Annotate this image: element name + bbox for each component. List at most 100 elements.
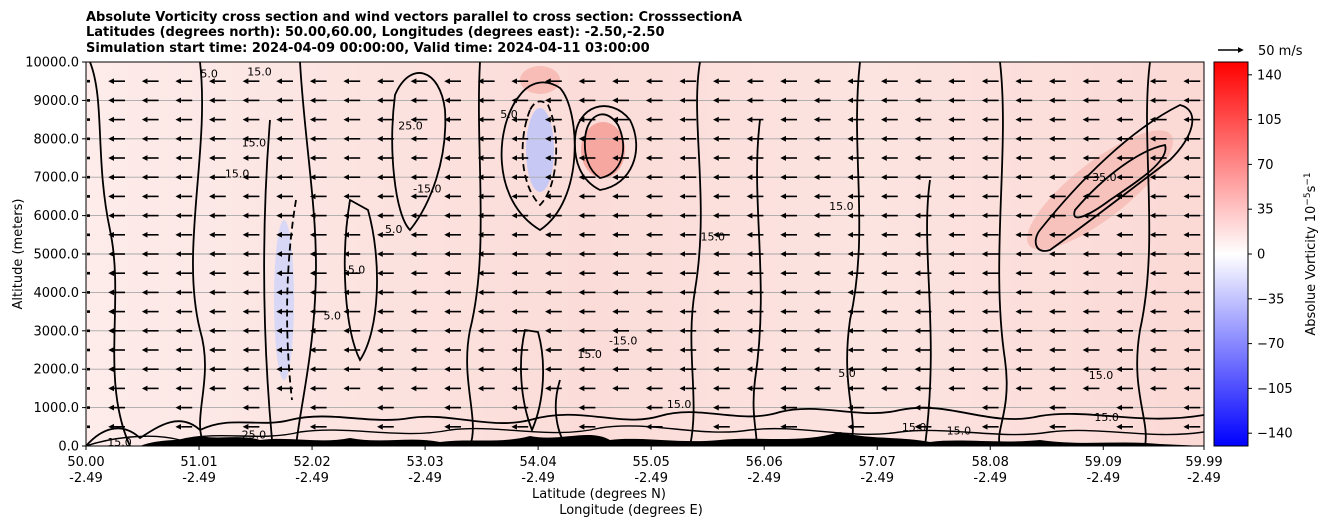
contour-line: [1034, 104, 1194, 252]
x-tick-label-lat: 55.05: [633, 455, 670, 470]
contour-line: [689, 62, 702, 446]
quiver-key: 50 m/s: [1218, 44, 1303, 59]
y-tick-label: 9000.0: [34, 94, 80, 109]
contour-line: [583, 113, 625, 179]
plot-area: 25.0 5.0 15.0 15.0 -15.0 5.0 15.0 15.0 5.0 -15.0 1…: [85, 61, 1205, 450]
contour-label: 25.0: [398, 119, 423, 132]
vorticity-contours: [86, 62, 1204, 446]
contour-line: [263, 119, 273, 441]
colorbar-tick-label: −105: [1257, 382, 1293, 397]
wind-vector-stub: [87, 175, 90, 179]
x-axis-label-longitude: Longitude (degrees E): [559, 503, 703, 518]
contour-label: 15.0: [829, 200, 854, 213]
quiver-key-label: 50 m/s: [1258, 44, 1303, 59]
x-axis-ticks: 50.00-2.4951.01-2.4952.02-2.4953.03-2.49…: [67, 446, 1223, 486]
y-tick-label: 4000.0: [34, 286, 80, 301]
negative-contour-line: [286, 199, 297, 401]
colorbar-label-unit-exponent: −1: [1303, 172, 1313, 185]
contour-line: [86, 406, 1204, 446]
x-tick-label-lat: 56.06: [746, 455, 783, 470]
y-tick-label: 8000.0: [34, 132, 80, 147]
y-tick-label: 10000.0: [25, 56, 79, 71]
y-axis-label: Altitude (meters): [11, 199, 26, 310]
contour-line: [846, 62, 861, 446]
x-tick-label-lon: -2.49: [1086, 471, 1120, 486]
contour-label: 15.0: [107, 436, 132, 449]
wind-vector-stub: [87, 310, 90, 313]
x-tick-label-lat: 51.01: [180, 455, 217, 470]
wind-vector-stub: [87, 137, 90, 141]
colorbar-tick-label: 105: [1257, 113, 1282, 128]
x-tick-label-lat: 50.00: [67, 455, 104, 470]
chart-title-line-2: Latitudes (degrees north): 50.00,60.00, …: [86, 25, 665, 40]
colorbar: 140 105 70 35 0 −35 −70 −105 −140 Absolue Vortic…: [1213, 61, 1319, 447]
colorbar-tick-label: 140: [1257, 68, 1282, 83]
contour-label: 5.0: [838, 367, 856, 380]
contour-label: -15.0: [609, 334, 637, 347]
negative-contour-line: [521, 100, 558, 207]
wind-vector-stub: [87, 387, 90, 390]
contour-label: 15.0: [577, 348, 602, 361]
contour-label: 5.0: [500, 108, 518, 121]
colorbar-tick-label: −70: [1257, 337, 1284, 352]
contour-label: 15.0: [1089, 369, 1114, 382]
contour-line: [343, 198, 378, 362]
colorbar-label-text: Absolue Vorticity 10: [1304, 206, 1319, 336]
x-tick-label-lat: 53.03: [406, 455, 443, 470]
contour-label: 15.0: [1094, 411, 1119, 424]
wind-vector-stub: [87, 79, 90, 83]
y-tick-label: 0.0: [58, 440, 79, 455]
y-tick-label: 3000.0: [34, 324, 80, 339]
x-tick-label-lat: 59.99: [1185, 455, 1222, 470]
contour-label: 25.0: [242, 428, 267, 441]
colorbar-label: Absolue Vorticity 10−5s−1: [1303, 172, 1319, 335]
x-tick-label-lon: -2.49: [295, 471, 329, 486]
chart-title-line-1: Absolute Vorticity cross section and win…: [86, 10, 742, 25]
x-tick-label-lon: -2.49: [973, 471, 1007, 486]
x-tick-label-lon: -2.49: [182, 471, 216, 486]
wind-vector-stub: [87, 406, 90, 409]
contour-label: -5.0: [344, 263, 365, 276]
contour-label: 15.0: [225, 167, 250, 180]
contour-line: [998, 62, 1008, 446]
x-tick-label-lon: -2.49: [634, 471, 668, 486]
contour-line: [86, 425, 1204, 446]
contour-label: 15.0: [947, 425, 972, 438]
x-tick-label-lon: -2.49: [1187, 471, 1221, 486]
wind-vector-stub: [87, 99, 90, 102]
colorbar-gradient: [1213, 61, 1249, 447]
positive-vorticity-patch: [581, 122, 625, 178]
colorbar-label-exponent: −5: [1303, 192, 1313, 205]
x-tick-label-lon: -2.49: [408, 471, 442, 486]
colorbar-tick-label: 35: [1257, 203, 1274, 218]
wind-vector-stub: [87, 156, 90, 160]
chart-title-line-3: Simulation start time: 2024-04-09 00:00:…: [86, 41, 650, 56]
contour-line: [89, 62, 131, 446]
x-tick-label-lon: -2.49: [521, 471, 555, 486]
wind-vector-stub: [87, 118, 90, 121]
y-tick-label: 2000.0: [34, 363, 80, 378]
contour-label: 5.0: [323, 309, 341, 322]
contour-labels: 25.0 5.0 15.0 15.0 -15.0 5.0 15.0 15.0 5.0 -15.0 1…: [107, 66, 1119, 450]
positive-vorticity-patch: [520, 66, 560, 94]
contour-line: [391, 72, 447, 232]
wind-vectors: [87, 78, 1201, 430]
contour-label: 5.0: [200, 68, 218, 81]
x-tick-label-lon: -2.49: [860, 471, 894, 486]
wind-vector-stub: [87, 348, 90, 352]
wind-vector-stub: [87, 329, 90, 333]
contour-line: [466, 62, 482, 446]
x-tick-label-lat: 59.09: [1085, 455, 1122, 470]
x-tick-label-lon: -2.49: [747, 471, 781, 486]
contour-label: -15.0: [413, 183, 441, 196]
wind-vector-stub: [87, 425, 90, 429]
contour-label: 15.0: [667, 398, 692, 411]
contour-label: 15.0: [902, 421, 927, 434]
contour-line: [924, 179, 932, 446]
x-tick-label-lon: -2.49: [69, 471, 103, 486]
x-axis-label-latitude: Latitude (degrees N): [532, 487, 666, 502]
contour-label: 15.0: [700, 231, 725, 244]
y-tick-label: 7000.0: [34, 171, 80, 186]
wind-vector-stub: [87, 271, 90, 275]
